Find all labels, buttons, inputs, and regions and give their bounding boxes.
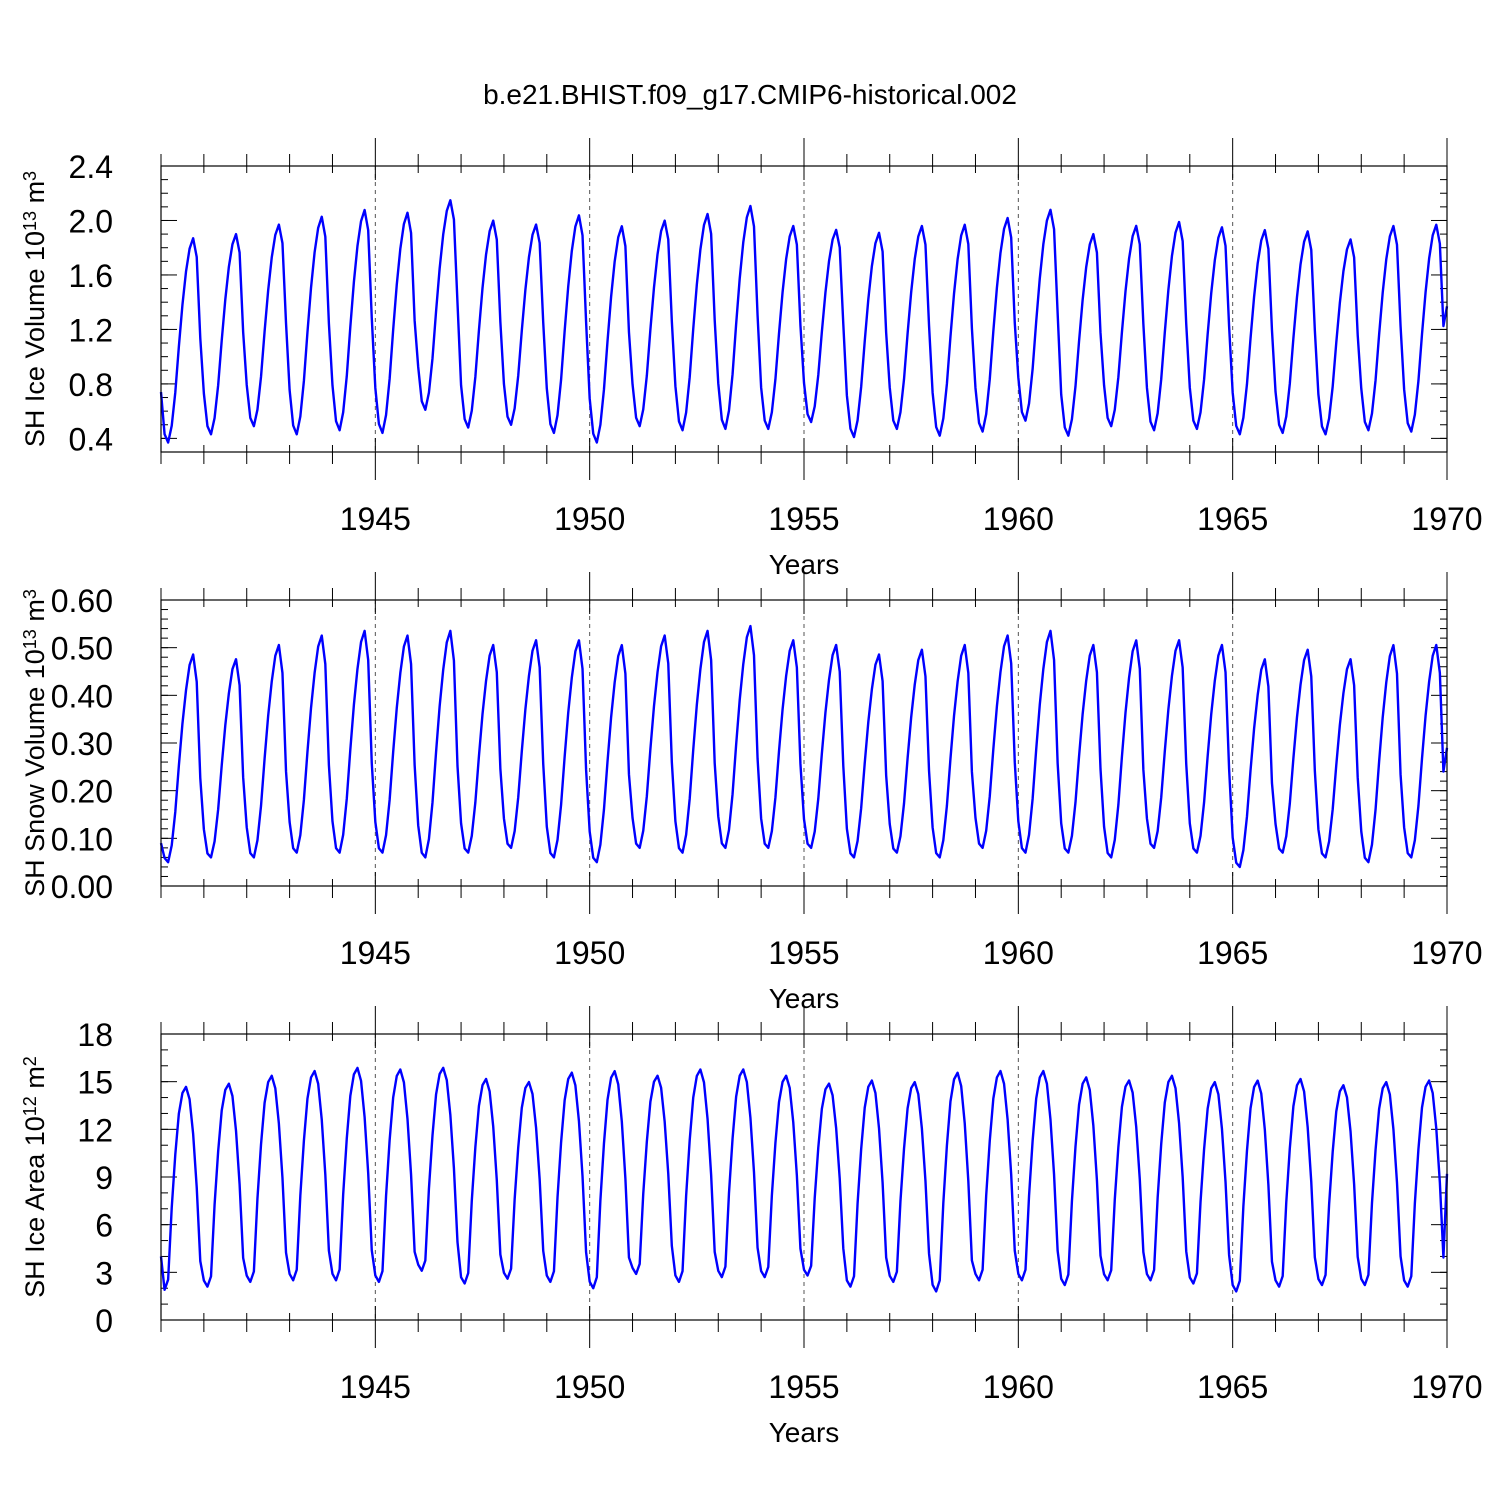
y-tick-label: 12 — [77, 1112, 113, 1148]
y-tick-label: 0.30 — [51, 726, 113, 762]
series-line — [159, 624, 1449, 869]
x-tick-label: 1960 — [983, 501, 1054, 537]
x-tick-label: 1970 — [1411, 1369, 1482, 1405]
x-tick-label: 1955 — [768, 1369, 839, 1405]
plot-frame — [160, 1033, 1448, 1321]
y-tick-label: 0.8 — [69, 367, 113, 403]
x-tick-label: 1955 — [768, 501, 839, 537]
y-tick-label: 0.20 — [51, 774, 113, 810]
panel-1: 0.4 0.8 1.2 1.6 2.0 2.4 1945 1950 1955 1960 1965 19… — [20, 138, 1483, 580]
y-tick-label: 2.4 — [69, 149, 113, 185]
y-tick-label: 0.40 — [51, 678, 113, 714]
x-tick-label: 1965 — [1197, 935, 1268, 971]
plot-frame — [160, 599, 1448, 887]
figure-title: b.e21.BHIST.f09_g17.CMIP6-historical.002 — [483, 79, 1017, 110]
x-tick-label: 1950 — [554, 935, 625, 971]
y-tick-label: 9 — [95, 1160, 113, 1196]
y-tick-label: 1.6 — [69, 258, 113, 294]
x-tick-label: 1965 — [1197, 1369, 1268, 1405]
x-tick-label: 1965 — [1197, 501, 1268, 537]
series-line — [159, 199, 1449, 444]
y-tick-label: 18 — [77, 1017, 113, 1053]
x-tick-label: 1970 — [1411, 501, 1482, 537]
y-axis-label: SH Ice Volume 1013 m3 — [20, 171, 50, 447]
y-tick-label: 0.60 — [51, 583, 113, 619]
series-line — [159, 1066, 1449, 1293]
x-tick-label: 1960 — [983, 1369, 1054, 1405]
x-tick-label: 1960 — [983, 935, 1054, 971]
x-tick-label: 1945 — [340, 501, 411, 537]
y-tick-label: 3 — [95, 1255, 113, 1291]
y-tick-label: 0.10 — [51, 821, 113, 857]
y-axis-label: SH Snow Volume 1013 m3 — [20, 589, 50, 897]
y-tick-label: 6 — [95, 1208, 113, 1244]
x-tick-label: 1945 — [340, 1369, 411, 1405]
y-tick-label: 15 — [77, 1065, 113, 1101]
y-axis-label: SH Ice Area 1012 m2 — [20, 1056, 50, 1298]
x-tick-label: 1950 — [554, 1369, 625, 1405]
x-tick-label: 1955 — [768, 935, 839, 971]
y-tick-label: 0.00 — [51, 869, 113, 905]
y-tick-label: 1.2 — [69, 312, 113, 348]
x-tick-label: 1950 — [554, 501, 625, 537]
x-tick-label: 1970 — [1411, 935, 1482, 971]
panel-3: 0 3 6 9 12 15 18 1945 1950 1955 1960 1965 1970 Years S… — [20, 1006, 1483, 1448]
x-axis-label: Years — [769, 1417, 840, 1448]
y-tick-label: 0.4 — [69, 421, 113, 457]
y-tick-label: 0.50 — [51, 631, 113, 667]
y-tick-label: 0 — [95, 1303, 113, 1339]
y-tick-label: 2.0 — [69, 203, 113, 239]
panel-2: 0.00 0.10 0.20 0.30 0.40 0.50 0.60 1945 1950 1955… — [20, 572, 1483, 1014]
x-tick-label: 1945 — [340, 935, 411, 971]
plot-frame — [160, 165, 1448, 453]
